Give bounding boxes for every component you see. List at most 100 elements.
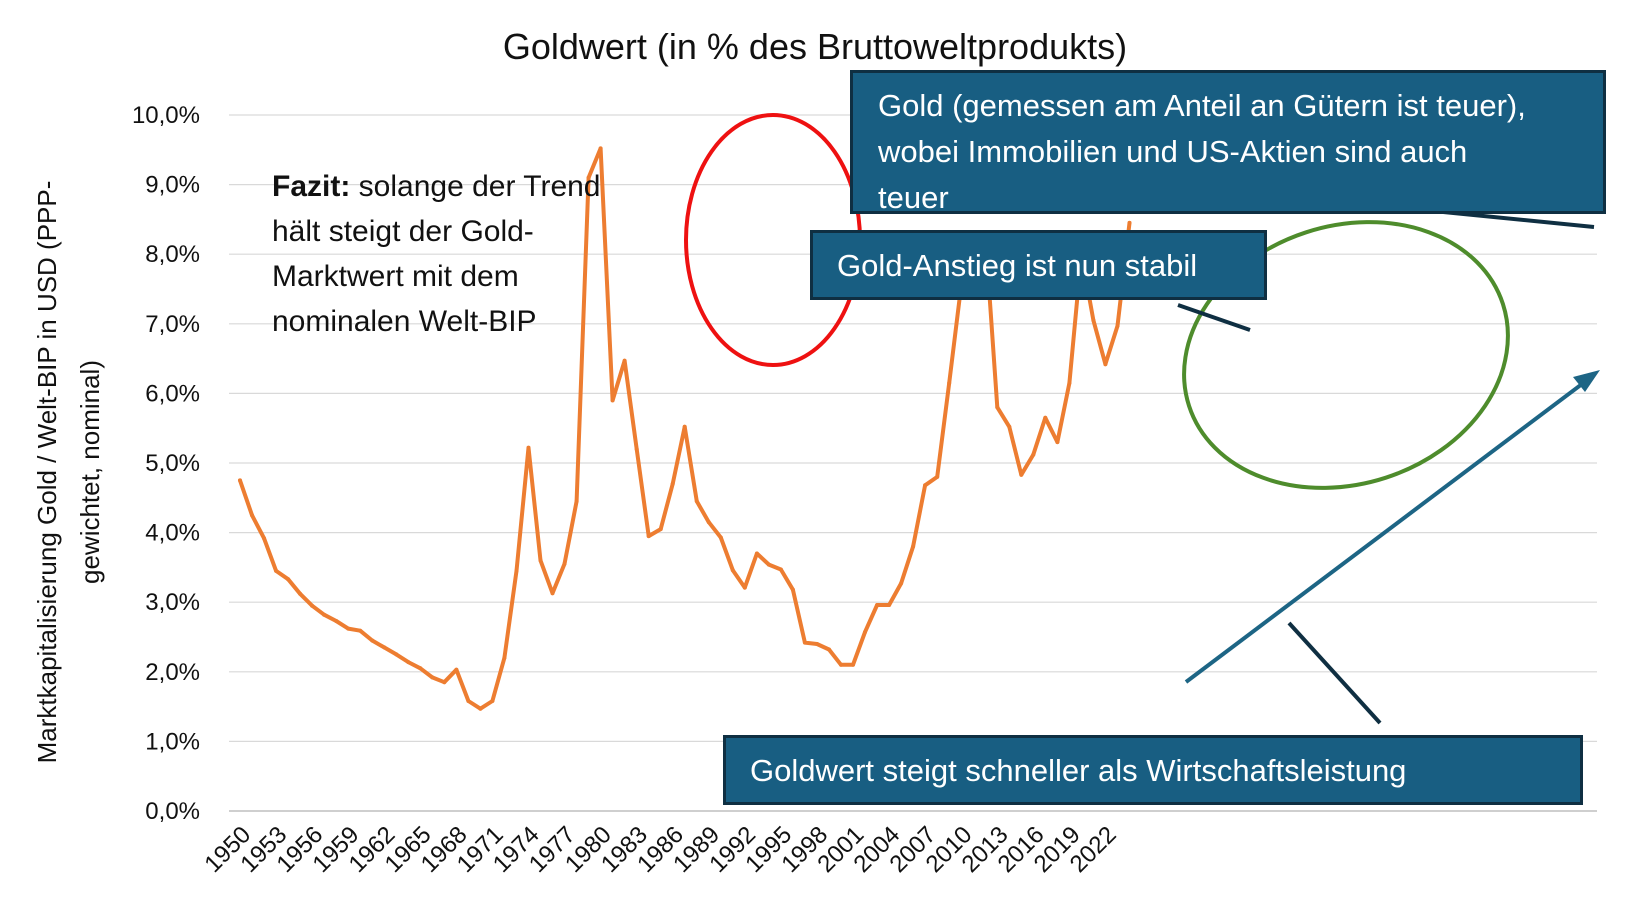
data-point	[1103, 362, 1108, 367]
data-point	[839, 662, 843, 667]
callout-gold-expensive-line2: wobei Immobilien und US-Aktien sind auch	[878, 134, 1468, 169]
data-point	[382, 645, 387, 650]
fazit-text: Fazit: solange der Trend hält steigt der…	[272, 164, 652, 344]
callout-stable: Gold-Anstieg ist nun stabil	[810, 230, 1267, 300]
data-point	[574, 499, 579, 504]
data-point	[550, 591, 555, 596]
connector-stable	[1177, 303, 1251, 332]
callout-gold-expensive-line1: Gold (gemessen am Anteil an Gütern ist t…	[878, 88, 1526, 123]
data-point	[526, 445, 531, 450]
y-tick-label: 8,0%	[145, 241, 200, 268]
green-highlight-ellipse	[1182, 220, 1510, 490]
data-point	[586, 175, 591, 180]
data-point	[418, 666, 423, 671]
data-point	[298, 591, 303, 596]
data-point	[394, 652, 399, 657]
data-point	[670, 481, 675, 486]
data-point	[1007, 424, 1012, 429]
data-point	[1115, 323, 1120, 328]
trend-arrowhead	[1573, 370, 1600, 392]
callout-gold-expensive: Gold (gemessen am Anteil an Gütern ist t…	[850, 70, 1606, 215]
data-point	[923, 483, 928, 488]
y-tick-label: 5,0%	[145, 450, 200, 477]
y-tick-label: 2,0%	[145, 659, 200, 686]
y-tick-labels: 0,0% 1,0% 2,0% 3,0% 4,0% 5,0% 6,0% 7,0% 8,0% 9,0%…	[132, 102, 200, 825]
callout-gold-expensive-line3: teuer	[878, 180, 949, 215]
data-point	[875, 603, 880, 607]
data-point	[682, 424, 687, 429]
data-point	[754, 551, 759, 556]
y-tick-label: 4,0%	[145, 520, 200, 547]
data-point	[514, 568, 519, 573]
data-point	[478, 706, 483, 711]
data-point	[827, 647, 831, 652]
data-point	[899, 581, 904, 586]
data-point	[430, 675, 435, 680]
data-point	[790, 587, 795, 592]
data-point	[947, 381, 952, 385]
data-point	[346, 626, 351, 631]
data-point	[815, 642, 819, 646]
data-point	[1091, 318, 1096, 323]
data-point	[238, 478, 242, 483]
data-point	[562, 561, 567, 566]
data-point	[911, 544, 916, 549]
data-point	[274, 568, 279, 573]
data-point	[262, 536, 266, 541]
trend-arrow	[1184, 376, 1592, 684]
data-point	[598, 146, 603, 151]
data-point	[778, 567, 783, 572]
data-point	[887, 603, 892, 607]
data-point	[502, 655, 507, 660]
data-point	[334, 619, 339, 623]
data-point	[610, 398, 615, 403]
y-axis-label-line2: gewichtet, nominal)	[75, 360, 105, 584]
data-point	[370, 638, 375, 643]
data-point	[442, 680, 447, 685]
data-point	[622, 358, 627, 363]
data-point	[995, 405, 1000, 410]
fazit-line3: Marktwert mit dem	[272, 260, 519, 293]
data-point	[935, 474, 940, 479]
y-tick-label: 0,0%	[145, 798, 200, 825]
data-point	[634, 447, 639, 452]
callout-faster: Goldwert steigt schneller als Wirtschaft…	[723, 735, 1583, 805]
data-point	[1055, 440, 1060, 445]
data-point	[1127, 220, 1132, 225]
data-point	[658, 527, 663, 532]
data-point	[646, 534, 651, 539]
y-tick-label: 7,0%	[145, 311, 200, 338]
data-point	[1031, 452, 1036, 457]
data-point	[742, 585, 747, 590]
y-axis-label: Marktkapitalisierung Gold / Welt-BIP in …	[32, 181, 105, 764]
fazit-line4: nominalen Welt-BIP	[272, 305, 537, 338]
chart-title: Goldwert (in % des Bruttoweltprodukts)	[503, 26, 1127, 67]
data-point	[310, 603, 315, 608]
data-point	[466, 699, 471, 703]
data-point	[1067, 381, 1072, 385]
data-point	[322, 612, 327, 617]
data-point	[286, 577, 291, 582]
data-point	[1043, 415, 1048, 420]
data-point	[730, 568, 735, 573]
data-point	[454, 667, 459, 672]
data-point	[358, 628, 363, 633]
data-point	[490, 699, 495, 703]
y-tick-label: 9,0%	[145, 172, 200, 199]
fazit-bold: Fazit:	[272, 170, 351, 203]
data-point	[706, 520, 711, 525]
fazit-line2: hält steigt der Gold-	[272, 215, 534, 248]
data-point	[802, 640, 807, 645]
data-point	[863, 630, 867, 635]
connector-faster	[1287, 621, 1382, 725]
y-tick-label: 6,0%	[145, 380, 200, 407]
data-point	[718, 535, 723, 540]
callout-faster-text: Goldwert steigt schneller als Wirtschaft…	[750, 753, 1407, 788]
fazit-line1: solange der Trend	[350, 170, 601, 203]
y-tick-label: 3,0%	[145, 589, 200, 616]
data-point	[406, 660, 411, 665]
y-tick-label: 10,0%	[132, 102, 200, 129]
data-point	[851, 662, 855, 667]
data-point	[538, 558, 543, 563]
